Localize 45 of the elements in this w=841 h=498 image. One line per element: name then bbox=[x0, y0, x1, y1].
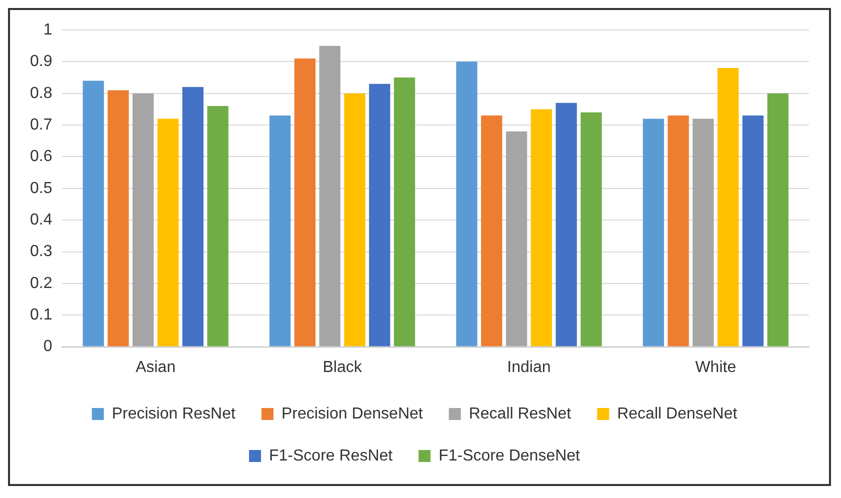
bar bbox=[530, 109, 552, 346]
legend-label: F1-Score DenseNet bbox=[438, 447, 581, 464]
legend-label: F1-Score ResNet bbox=[269, 447, 394, 464]
bar bbox=[369, 84, 390, 346]
x-tick-label: Asian bbox=[136, 358, 176, 376]
y-tick-label: 0.8 bbox=[30, 84, 52, 102]
bar bbox=[718, 68, 739, 346]
bar bbox=[82, 80, 104, 346]
y-tick-label: 0.6 bbox=[30, 148, 52, 166]
bar bbox=[642, 118, 664, 346]
bar bbox=[394, 78, 416, 346]
bar bbox=[269, 116, 291, 346]
y-tick-label: 0.1 bbox=[30, 306, 52, 324]
bar bbox=[481, 116, 502, 346]
bar bbox=[157, 118, 179, 346]
y-tick-label: 0.7 bbox=[30, 116, 52, 134]
legend-label: Precision DenseNet bbox=[281, 405, 424, 422]
legend-label: Recall DenseNet bbox=[617, 405, 738, 422]
bar bbox=[319, 46, 340, 346]
legend-label: Precision ResNet bbox=[112, 405, 236, 422]
y-tick-label: 0.9 bbox=[30, 53, 52, 70]
bar bbox=[668, 116, 689, 346]
bar bbox=[132, 93, 154, 346]
x-tick-label: Black bbox=[322, 358, 363, 376]
bar bbox=[767, 93, 788, 346]
y-tick-label: 0.2 bbox=[30, 274, 52, 292]
bar bbox=[580, 112, 602, 346]
y-tick-label: 0.3 bbox=[30, 243, 52, 260]
bar bbox=[182, 87, 204, 346]
bar bbox=[556, 102, 577, 346]
bar bbox=[294, 58, 316, 346]
x-tick-label: Indian bbox=[507, 358, 551, 376]
legend-label: Recall ResNet bbox=[468, 405, 572, 422]
x-tick-label: White bbox=[695, 358, 736, 376]
bar bbox=[692, 118, 714, 346]
y-tick-label: 1 bbox=[43, 21, 52, 38]
bar bbox=[108, 90, 129, 346]
bar bbox=[742, 116, 764, 346]
bar bbox=[207, 106, 228, 346]
bar bbox=[344, 93, 366, 346]
bar bbox=[506, 131, 528, 346]
y-tick-label: 0 bbox=[43, 338, 52, 356]
y-tick-label: 0.5 bbox=[30, 180, 52, 197]
y-tick-label: 0.4 bbox=[30, 211, 52, 228]
bar bbox=[456, 62, 478, 346]
